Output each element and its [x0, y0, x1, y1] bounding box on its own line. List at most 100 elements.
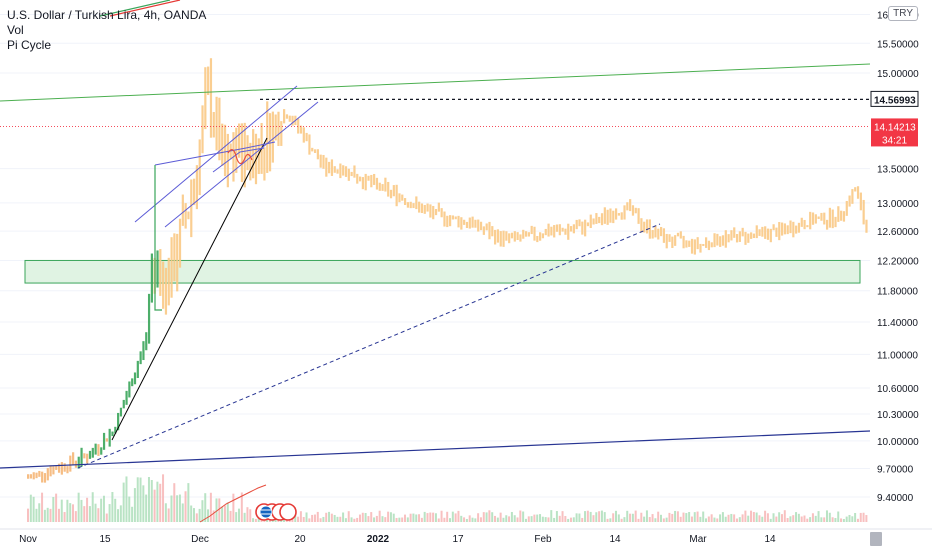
time-tick-label: Nov — [19, 534, 37, 545]
volume-bar — [344, 518, 347, 522]
volume-bar — [252, 518, 255, 522]
price-bar — [842, 211, 846, 222]
volume-bar — [384, 517, 387, 522]
price-bar — [747, 233, 750, 243]
price-bar — [851, 189, 854, 204]
price-bar — [761, 226, 764, 237]
volume-bar — [837, 511, 840, 522]
price-axis[interactable]: 16.0000015.5000015.0000013.5000013.00000… — [870, 0, 932, 530]
pi-cycle-study-label[interactable]: Pi Cycle — [7, 38, 52, 52]
volume-bar — [440, 510, 443, 522]
volume-bar — [437, 518, 440, 522]
price-bar — [705, 237, 708, 248]
price-bar — [485, 223, 488, 231]
volume-bar — [403, 514, 406, 522]
price-bar — [392, 185, 395, 197]
price-bar — [609, 208, 612, 223]
volume-bar — [569, 517, 572, 522]
price-bar — [544, 228, 547, 236]
price-bar — [474, 219, 477, 228]
volume-bar — [567, 518, 570, 522]
volume-bar — [533, 514, 536, 522]
volume-bar — [105, 513, 108, 522]
support-zone[interactable] — [24, 259, 861, 284]
volume-bar — [128, 496, 131, 522]
price-bar — [679, 231, 682, 239]
volume-bar — [581, 517, 584, 522]
currency-badge[interactable]: TRY — [888, 6, 918, 21]
volume-bar — [513, 515, 516, 522]
price-bar — [347, 168, 350, 181]
last-price-box — [871, 118, 918, 147]
volume-bar — [358, 514, 361, 522]
volume-bar — [705, 518, 708, 522]
price-tick-label: 9.40000 — [877, 493, 914, 504]
volume-bar — [806, 518, 809, 522]
price-bar — [845, 200, 848, 216]
volume-bar — [97, 508, 100, 522]
volume-bar — [640, 512, 643, 522]
volume-bar — [865, 515, 868, 522]
volume-bar — [204, 493, 207, 522]
countdown-label: 34:21 — [882, 135, 907, 146]
price-bar — [139, 351, 142, 365]
volume-trend-path — [199, 484, 267, 523]
price-bar — [713, 233, 716, 248]
volume-bar — [339, 516, 342, 522]
volume-bar — [49, 508, 52, 522]
price-bar — [429, 204, 432, 218]
price-bar — [606, 209, 609, 225]
price-bar — [330, 159, 334, 176]
price-bar — [789, 220, 792, 234]
price-bar — [724, 230, 727, 248]
price-bar — [162, 261, 165, 309]
volume-bar — [88, 506, 91, 522]
price-bar — [629, 199, 632, 212]
price-bar — [102, 432, 106, 450]
volume-bar — [789, 516, 792, 522]
price-bar — [553, 225, 556, 238]
price-bar — [367, 175, 370, 181]
price-bar — [806, 225, 809, 228]
volume-bar — [620, 518, 623, 522]
price-bar — [131, 378, 134, 387]
green-trendline — [0, 63, 871, 102]
volume-bar — [145, 494, 148, 522]
volume-bar — [35, 508, 38, 522]
volume-bar — [758, 515, 761, 522]
pi-cycle-badges — [255, 503, 297, 521]
volume-bar — [612, 513, 615, 522]
price-bar — [316, 149, 319, 160]
volume-bar — [561, 511, 564, 522]
flag-icon — [259, 505, 273, 519]
price-bar — [603, 207, 606, 224]
volume-bar — [851, 516, 854, 522]
price-bar — [488, 221, 491, 240]
volume-bar — [254, 518, 257, 522]
time-axis[interactable]: Nov 15 Dec 20 2022 17 Feb 14 Mar 14 — [0, 528, 932, 550]
price-bar — [263, 147, 266, 181]
volume-bar — [834, 518, 837, 522]
price-bar — [558, 224, 561, 236]
price-bar — [32, 472, 35, 480]
trend-drawings[interactable] — [0, 0, 871, 523]
symbol-title[interactable]: U.S. Dollar / Turkish Lira, 4h, OANDA — [7, 8, 207, 22]
price-bar — [209, 58, 213, 138]
volume-bar — [761, 516, 764, 522]
volume-bar — [238, 508, 240, 522]
top-red-stroke — [109, 0, 181, 17]
volume-bar — [544, 517, 547, 522]
price-tick-label: 10.60000 — [877, 384, 919, 395]
volume-bar — [614, 510, 617, 522]
volume-bar — [800, 516, 803, 522]
price-bar — [86, 453, 89, 464]
volume-bar — [783, 510, 786, 522]
volume-bar — [550, 510, 553, 522]
price-bar — [800, 217, 803, 227]
volume-bar — [738, 517, 741, 522]
price-bar — [156, 250, 159, 288]
volume-bar — [100, 498, 103, 522]
price-bar — [302, 127, 305, 143]
volume-study-label[interactable]: Vol — [7, 23, 24, 37]
